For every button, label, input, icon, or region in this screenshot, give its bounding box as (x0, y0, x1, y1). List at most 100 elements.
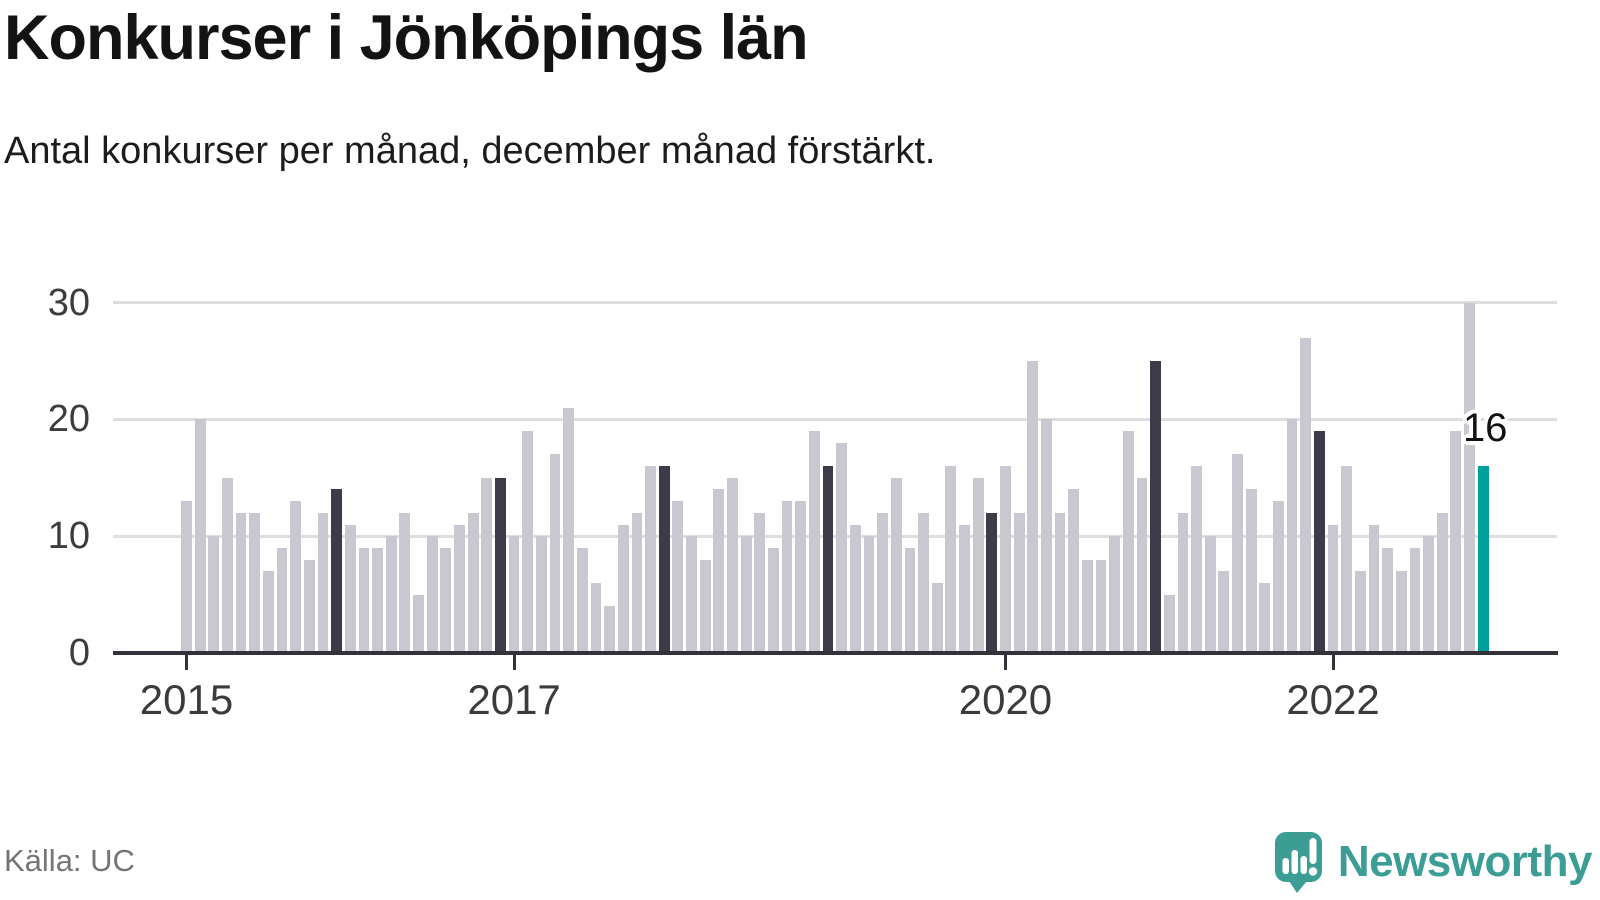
bar (481, 477, 493, 653)
bar (1409, 547, 1421, 653)
bar (1000, 466, 1011, 653)
x-tick-label: 2015 (139, 676, 234, 723)
gridline-30 (113, 301, 1557, 305)
gridline-20 (113, 417, 1557, 421)
bar (535, 536, 547, 653)
bar (1300, 337, 1312, 653)
bar (849, 524, 861, 653)
bar (959, 524, 970, 653)
bar (1081, 559, 1093, 653)
bar (604, 606, 616, 653)
bar (672, 501, 684, 653)
gridline-10 (113, 534, 1557, 538)
bar (563, 407, 575, 653)
bar (1245, 489, 1257, 653)
bar (1232, 454, 1243, 653)
chart-subtitle: Antal konkurser per månad, december måna… (4, 130, 936, 172)
bar (781, 501, 793, 653)
bar (181, 501, 192, 653)
bar (1109, 536, 1121, 653)
newsworthy-wordmark: Newsworthy (1337, 837, 1593, 886)
bar (1341, 466, 1353, 653)
newsworthy-logo: Newsworthy (1274, 830, 1593, 894)
bar (795, 501, 807, 653)
bar (931, 582, 943, 653)
bar (740, 536, 752, 653)
bar (222, 477, 233, 653)
bar (1041, 419, 1052, 653)
bar (1177, 512, 1189, 653)
bar (1218, 571, 1230, 653)
bar (1423, 536, 1434, 653)
bar (1368, 524, 1380, 653)
bar (385, 536, 397, 653)
bar-december (495, 477, 506, 653)
bar (1095, 559, 1107, 653)
bar (522, 431, 534, 653)
x-tick-label: 2022 (1286, 676, 1380, 723)
bar-december (1314, 431, 1325, 653)
x-axis-line (113, 650, 1558, 656)
bar (508, 536, 520, 653)
bar-december (822, 466, 834, 653)
bar (1273, 501, 1284, 653)
bar (645, 466, 656, 653)
bar-december (331, 489, 343, 653)
bar (918, 512, 929, 653)
page-title: Konkurser i Jönköpings län (4, 3, 809, 73)
bar (1068, 489, 1080, 653)
bar (1054, 512, 1066, 653)
bar (686, 536, 697, 653)
bar (413, 594, 424, 653)
bar (1327, 524, 1339, 653)
bar (549, 454, 561, 653)
bar (972, 477, 984, 653)
bar (1354, 571, 1366, 653)
bar (290, 501, 302, 653)
bar (1259, 582, 1271, 653)
bar-december (658, 466, 670, 653)
bar (863, 536, 875, 653)
bar (1122, 431, 1134, 653)
source-note: Källa: UC (4, 843, 135, 878)
bar (317, 512, 329, 653)
y-tick-label: 20 (47, 398, 90, 441)
y-tick-label: 0 (68, 632, 90, 674)
bar (1382, 547, 1394, 653)
bar (440, 547, 452, 653)
bar (1395, 571, 1407, 653)
bar (890, 477, 902, 653)
bar (576, 547, 588, 653)
x-tick-label: 2020 (958, 676, 1053, 723)
bar (1013, 512, 1025, 653)
bar (249, 512, 261, 653)
bar (877, 512, 889, 653)
bar (1163, 594, 1175, 653)
bar (1204, 536, 1216, 653)
bar (194, 419, 206, 653)
bar (303, 559, 315, 653)
bar-december (986, 512, 998, 653)
bar (945, 466, 957, 653)
bar (768, 547, 779, 653)
bar (1286, 419, 1298, 653)
bar (1464, 302, 1475, 653)
bar (262, 571, 274, 653)
bar (358, 547, 370, 653)
bar (727, 477, 738, 653)
latest-value-label: 16 (1462, 406, 1508, 450)
bar (344, 524, 356, 653)
x-tick-2017 (512, 655, 516, 670)
bar (426, 536, 438, 653)
y-tick-label: 30 (47, 281, 90, 324)
x-tick-2015 (185, 655, 188, 670)
bar-december (1150, 361, 1161, 653)
bar (836, 442, 848, 653)
bar (754, 512, 766, 653)
bar (235, 512, 247, 653)
bar (713, 489, 725, 653)
x-tick-2020 (1003, 655, 1007, 670)
bar (208, 536, 220, 653)
bar (1136, 477, 1148, 653)
